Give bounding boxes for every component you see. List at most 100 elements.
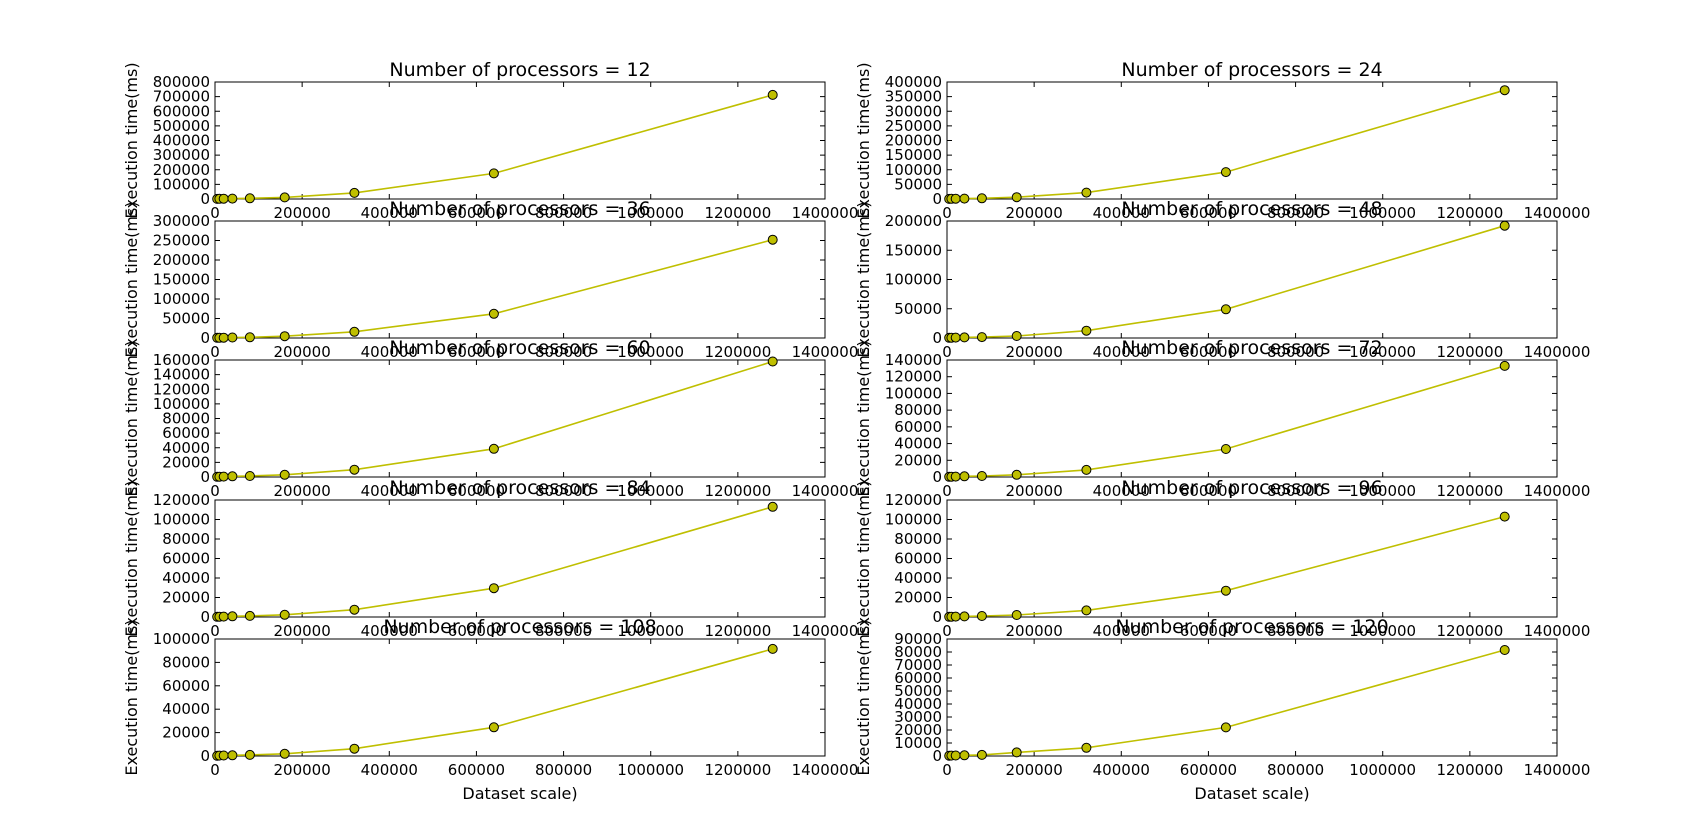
y-tick-label: 120000 bbox=[153, 380, 210, 398]
data-point bbox=[227, 471, 238, 482]
x-tick-label: 800000 bbox=[535, 761, 592, 779]
data-point bbox=[349, 743, 360, 754]
y-axis-label: Execution time(ms) bbox=[854, 201, 873, 357]
subplot-10: Number of processors = 12001000020000300… bbox=[854, 616, 1590, 803]
y-tick-label: 400000 bbox=[153, 132, 210, 150]
x-tick-label: 400000 bbox=[361, 343, 418, 361]
y-tick-label: 250000 bbox=[153, 232, 210, 250]
y-tick-label: 100000 bbox=[153, 511, 210, 529]
subplot-5: Number of processors = 60020000400006000… bbox=[122, 337, 858, 500]
data-point bbox=[1011, 610, 1022, 620]
data-point bbox=[218, 193, 229, 204]
y-tick-label: 40000 bbox=[162, 439, 210, 457]
y-tick-label: 60000 bbox=[162, 424, 210, 442]
y-axis-label: Execution time(ms) bbox=[854, 619, 873, 775]
data-point bbox=[1011, 331, 1022, 341]
subplot-6: Number of processors = 72020000400006000… bbox=[854, 337, 1590, 500]
data-point bbox=[279, 469, 290, 480]
x-tick-label: 1200000 bbox=[1436, 761, 1503, 779]
x-tick-label: 800000 bbox=[1267, 622, 1324, 640]
subplot-1: Number of processors = 12010000020000030… bbox=[122, 59, 858, 222]
y-tick-label: 30000 bbox=[894, 708, 942, 726]
x-tick-label: 600000 bbox=[448, 482, 505, 500]
y-tick-label: 40000 bbox=[894, 695, 942, 713]
plot-area bbox=[946, 359, 1558, 478]
data-point bbox=[976, 749, 987, 760]
y-tick-label: 100000 bbox=[153, 630, 210, 648]
y-tick-label: 0 bbox=[200, 608, 210, 626]
plot-area bbox=[214, 81, 826, 200]
subplot-title: Number of processors = 12 bbox=[389, 59, 650, 81]
y-tick-label: 200000 bbox=[885, 132, 942, 150]
x-tick-label: 200000 bbox=[274, 761, 331, 779]
y-tick-label: 0 bbox=[932, 747, 942, 765]
y-tick-label: 20000 bbox=[162, 453, 210, 471]
data-point bbox=[950, 471, 961, 482]
x-tick-label: 0 bbox=[210, 482, 220, 500]
data-point bbox=[1499, 220, 1510, 231]
subplot-title: Number of processors = 36 bbox=[389, 198, 650, 220]
plot-area bbox=[214, 638, 826, 757]
data-point bbox=[1081, 742, 1092, 753]
x-tick-label: 1200000 bbox=[1436, 343, 1503, 361]
y-tick-label: 120000 bbox=[885, 491, 942, 509]
x-tick-label: 1400000 bbox=[1524, 343, 1591, 361]
y-tick-label: 400000 bbox=[885, 73, 942, 91]
x-tick-label: 1000000 bbox=[617, 482, 684, 500]
y-tick-label: 150000 bbox=[153, 271, 210, 289]
y-tick-label: 40000 bbox=[162, 569, 210, 587]
x-tick-label: 1200000 bbox=[704, 761, 771, 779]
x-tick-label: 200000 bbox=[1006, 204, 1063, 222]
data-point bbox=[1220, 722, 1231, 733]
plot-area bbox=[214, 359, 826, 478]
y-tick-label: 200000 bbox=[885, 212, 942, 230]
data-point bbox=[976, 611, 987, 621]
subplot-title: Number of processors = 120 bbox=[1115, 616, 1388, 638]
data-point bbox=[959, 193, 970, 204]
data-point bbox=[244, 610, 255, 621]
x-tick-label: 0 bbox=[210, 343, 220, 361]
subplot-title: Number of processors = 96 bbox=[1121, 477, 1382, 499]
x-tick-label: 1000000 bbox=[617, 343, 684, 361]
subplot-title: Number of processors = 48 bbox=[1121, 198, 1382, 220]
y-axis-label: Execution time(ms) bbox=[122, 340, 141, 496]
x-tick-label: 1400000 bbox=[1524, 761, 1591, 779]
data-point bbox=[349, 464, 360, 475]
y-tick-label: 60000 bbox=[894, 669, 942, 687]
data-point bbox=[1081, 605, 1092, 616]
y-tick-label: 50000 bbox=[894, 682, 942, 700]
y-tick-label: 300000 bbox=[153, 212, 210, 230]
data-point bbox=[1220, 585, 1231, 596]
plot-area bbox=[214, 220, 826, 339]
x-tick-label: 800000 bbox=[535, 343, 592, 361]
y-tick-label: 800000 bbox=[153, 73, 210, 91]
x-tick-label: 200000 bbox=[1006, 622, 1063, 640]
y-tick-label: 80000 bbox=[894, 530, 942, 548]
subplot-4: Number of processors = 48 0 50000 100000 150… bbox=[854, 198, 1590, 361]
y-tick-label: 140000 bbox=[885, 351, 942, 369]
data-point bbox=[227, 193, 238, 204]
y-tick-label: 300000 bbox=[153, 146, 210, 164]
x-tick-label: 200000 bbox=[1006, 482, 1063, 500]
y-tick-label: 40000 bbox=[894, 435, 942, 453]
y-tick-label: 0 bbox=[200, 747, 210, 765]
data-point bbox=[349, 187, 360, 198]
y-tick-label: 10000 bbox=[894, 734, 942, 752]
y-tick-label: 20000 bbox=[894, 721, 942, 739]
x-tick-label: 0 bbox=[942, 622, 952, 640]
data-point bbox=[767, 89, 778, 100]
data-point bbox=[218, 471, 229, 482]
y-tick-label: 90000 bbox=[894, 630, 942, 648]
data-point bbox=[1081, 464, 1092, 475]
data-point bbox=[767, 356, 778, 367]
y-tick-label: 120000 bbox=[153, 491, 210, 509]
x-tick-label: 1000000 bbox=[1349, 482, 1416, 500]
data-point bbox=[244, 193, 255, 204]
data-point bbox=[1499, 360, 1510, 371]
x-tick-label: 1400000 bbox=[1524, 482, 1591, 500]
y-tick-label: 250000 bbox=[885, 117, 942, 135]
data-point bbox=[959, 611, 970, 622]
data-point bbox=[227, 332, 238, 343]
y-tick-label: 350000 bbox=[885, 88, 942, 106]
y-tick-label: 60000 bbox=[162, 550, 210, 568]
